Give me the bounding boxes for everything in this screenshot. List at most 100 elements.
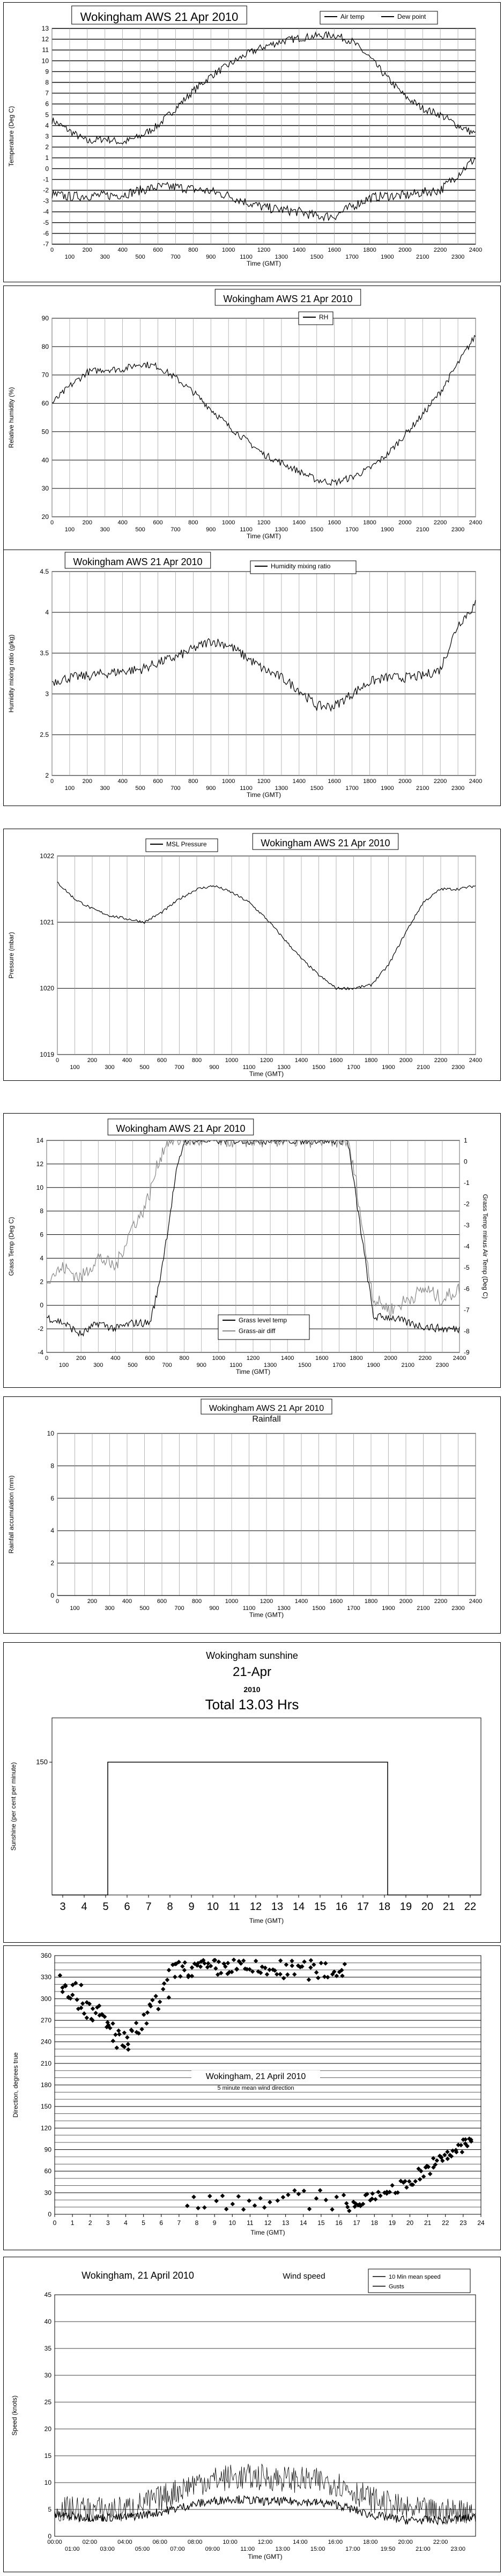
x-tick-label: 1600 — [328, 778, 340, 785]
x-tick-label: 2300 — [451, 785, 464, 792]
y-tick-label: 0 — [48, 2211, 51, 2218]
x-tick-label: 1200 — [257, 778, 270, 785]
wind-direction-point — [341, 2192, 346, 2198]
y-axis-label: Rainfall accumulation (mm) — [8, 1475, 15, 1553]
x-axis-label: Time (GMT) — [249, 1070, 284, 1078]
x-tick-label: 2100 — [416, 785, 429, 792]
series-line-1 — [46, 1139, 460, 1318]
x-tick-label: 0 — [50, 778, 54, 785]
y-tick-label: 3 — [45, 133, 49, 140]
x-tick-label: 100 — [70, 1064, 79, 1071]
y-tick-label: 6 — [45, 100, 49, 108]
y-axis-label: Speed (knots) — [11, 2396, 18, 2436]
wind-speed-chart-panel: 0 5 10 15 20 25 30 35 40 45 00:00 02:00 04:00 06:00 08… — [3, 2257, 501, 2572]
x-tick-label: 800 — [188, 519, 198, 526]
wind-direction-point — [272, 1968, 277, 1973]
x-tick-label: 2400 — [469, 778, 482, 785]
x-tick-label: 20 — [406, 2219, 414, 2227]
x-tick-label: 800 — [188, 778, 198, 785]
legend-label: Humidity mixing ratio — [271, 562, 331, 570]
x-tick-label: 1200 — [260, 1598, 273, 1605]
chart-title: Wokingham, 21 April 2010 — [206, 2072, 306, 2081]
wind-direction-point — [68, 1996, 73, 2001]
wind-direction-point — [189, 1965, 195, 1970]
y-tick-label: -5 — [43, 219, 49, 226]
x-tick-label: 1500 — [310, 785, 323, 792]
chart-title-box — [71, 5, 247, 25]
x-tick-label: 0 — [50, 247, 54, 253]
x-tick-label: 1600 — [328, 519, 340, 526]
y-tick-label: 12 — [36, 1160, 44, 1168]
y-tick-label: 0 — [40, 1301, 43, 1309]
y-axis-label: Sunshine (per cent per minute) — [10, 1762, 17, 1851]
legend-label: Grass-air diff — [239, 1327, 276, 1335]
x-tick-label: 1500 — [310, 526, 323, 533]
y-tick-label: 30 — [45, 2372, 52, 2379]
y-tick-label: 11 — [42, 46, 49, 54]
x-tick-label: 1300 — [275, 785, 288, 792]
y-tick-label: -4 — [38, 1349, 43, 1356]
x-tick-label: 800 — [192, 1598, 202, 1605]
x-tick-label: 700 — [171, 526, 180, 533]
x-tick-label: 1800 — [365, 1598, 377, 1605]
x-tick-label: 2300 — [436, 1362, 449, 1368]
x-tick-label: 1900 — [367, 1362, 380, 1368]
x-tick-label: 13 — [271, 1901, 283, 1913]
chart-title: Wokingham, 21 April 2010 — [81, 2270, 194, 2281]
x-tick-label: 2200 — [434, 519, 447, 526]
x-tick-label: 1200 — [247, 1355, 260, 1362]
y-tick-label: 330 — [41, 1973, 51, 1981]
x-tick-label: 1700 — [345, 526, 358, 533]
y-tick-label: -2 — [38, 1325, 43, 1333]
wind-direction-point — [220, 2193, 225, 2198]
x-tick-label: 900 — [209, 1064, 219, 1071]
x-tick-label: 23 — [459, 2219, 467, 2227]
x-tick-label: 23:00 — [451, 2546, 466, 2552]
y-tick-label: -2 — [43, 187, 49, 194]
x-tick-label: 100 — [65, 785, 75, 792]
y2-tick-label: 1 — [464, 1137, 468, 1144]
wind-direction-point — [153, 1994, 158, 1999]
y2-tick-label: -7 — [464, 1306, 470, 1314]
x-tick-label: 2400 — [469, 1598, 482, 1605]
x-tick-label: 3 — [106, 2219, 110, 2227]
y-tick-label: -1 — [43, 175, 49, 183]
x-tick-label: 900 — [209, 1605, 219, 1612]
x-tick-label: 22:00 — [433, 2539, 448, 2545]
x-tick-label: 1800 — [363, 519, 376, 526]
x-tick-label: 500 — [135, 785, 145, 792]
x-tick-label: 02:00 — [83, 2539, 98, 2545]
x-tick-label: 1000 — [222, 247, 235, 253]
x-tick-label: 1900 — [381, 785, 394, 792]
x-tick-label: 1400 — [295, 1057, 308, 1064]
y-tick-label: 1021 — [40, 918, 54, 926]
chart-total: Total 13.03 Hrs — [205, 1696, 299, 1713]
x-axis-label: Time (GMT) — [248, 2553, 282, 2560]
x-tick-label: 1700 — [332, 1362, 345, 1368]
x-tick-label: 2000 — [398, 778, 411, 785]
y2-tick-label: -8 — [464, 1328, 470, 1335]
x-tick-label: 1 — [71, 2219, 75, 2227]
y-tick-label: 4 — [45, 122, 49, 129]
y2-tick-label: -2 — [464, 1201, 470, 1208]
x-tick-label: 00:00 — [47, 2539, 62, 2545]
y-axis-label: Relative humidity (%) — [8, 387, 15, 448]
x-tick-label: 0 — [56, 1057, 59, 1064]
x-tick-label: 200 — [83, 778, 92, 785]
y-axis-label: Humidity mixing ratio (g/kg) — [8, 634, 15, 712]
y2-tick-label: -3 — [464, 1221, 470, 1229]
x-tick-label: 900 — [206, 785, 216, 792]
legend-box — [218, 1314, 310, 1340]
x-tick-label: 2200 — [434, 1598, 447, 1605]
series-line-0 — [51, 335, 476, 486]
legend-box — [320, 11, 438, 25]
x-tick-label: 03:00 — [100, 2546, 115, 2552]
legend-box — [298, 311, 333, 325]
chart-date: 21-Apr — [233, 1665, 271, 1679]
y-axis-label: Grass Temp (Deg C) — [8, 1217, 15, 1276]
legend-label: 10 Min mean speed — [389, 2274, 441, 2280]
x-tick-label: 12 — [264, 2219, 272, 2227]
y-tick-label: 60 — [42, 400, 49, 407]
